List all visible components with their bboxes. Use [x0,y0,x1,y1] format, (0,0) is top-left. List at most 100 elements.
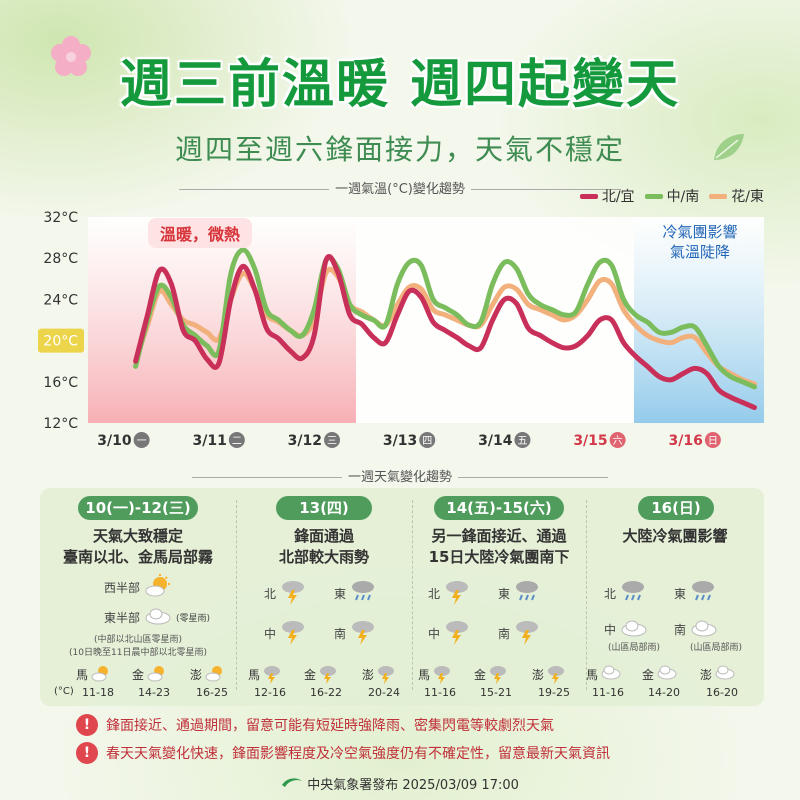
weekly-title: 一週天氣變化趨勢 [0,466,800,485]
period-col-4: 16(日) 大陸冷氣團影響 北 東 中 南 (山區局部雨) (山區局部雨) [586,488,764,706]
island-temp-range: 19-25 [538,686,570,699]
island-temp-range: 15-21 [480,686,512,699]
region-east-2: 東 [334,587,347,601]
flower-icon [51,36,91,76]
page-subtitle: 週四至週六鋒面接力，天氣不穩定 [174,133,625,166]
region-central-3: 中 [428,627,441,641]
island-temp-range: 14-23 [138,686,170,699]
alert-2: ! 春天天氣變化快速，鋒面影響程度及冷空氣強度仍有不確定性，留意最新天氣資訊 [76,742,610,764]
chart-legend: 北/宜 中/南 花/東 [579,186,764,206]
thunder-rain-icon [280,578,306,609]
x-tick-day-badge [228,432,245,448]
cloud-icon [144,606,172,629]
island-name: 金 [642,668,655,682]
series-line-north [133,253,757,411]
cold-annotation-line2: 氣溫陡降 [669,243,730,261]
island-name: 金 [132,668,145,682]
island-name: 澎 [190,668,203,682]
island-name: 馬 [76,668,89,682]
y-tick-label: 20°C [43,334,78,350]
thunder-rain-icon [432,664,452,687]
legend-swatch-east [709,193,728,199]
period-label-3: 14(五)-15(六) [434,496,564,520]
x-tick-day: 三 [327,436,337,447]
period-summary-4: 大陸冷氣團影響 [622,527,728,545]
period-note-1b: (10日晚至11日晨中部以北零星雨) [69,648,207,658]
island-name: 馬 [248,668,261,682]
chart-title: 一週氣溫(°C)變化趨勢 [0,178,800,197]
rain-icon [514,578,540,609]
thunder-rain-icon [444,618,470,649]
region-east-3: 東 [498,587,511,601]
cold-period-shade [634,217,764,423]
x-tick-date: 3/16 [669,433,703,449]
island-name: 金 [474,668,487,682]
island-name: 澎 [700,668,713,682]
exclamation-icon: ! [76,714,98,736]
x-tick-date: 3/12 [288,433,322,449]
thunder-rain-icon [488,664,508,687]
period-col-1: 10(一)-12(三) 天氣大致穩定 臺南以北、金馬局部霧 西半部 東半部 (零… [40,488,236,706]
x-tick-day-badge [704,432,721,448]
thunder-rain-icon [350,618,376,649]
legend-item-east: 花/東 [709,186,764,206]
sun-cloud-icon [146,664,168,685]
region-south-3: 南 [498,627,511,641]
island-name: 馬 [418,668,431,682]
thunder-rain-icon [280,618,306,649]
thunder-rain-icon [262,664,282,687]
region-south-4: 南 [674,623,687,637]
x-tick-day-badge [324,432,341,448]
x-tick-date: 3/14 [478,433,513,449]
legend-label-central: 中/南 [666,189,700,205]
cwa-logo-icon [281,775,303,793]
period-note-4a: (山區局部雨) [607,643,661,653]
warm-annotation: 溫暖，微熱 [148,218,253,248]
x-tick-day: 日 [708,436,718,447]
cold-annotation: 冷氣團影響 氣溫陡降 [648,222,752,262]
legend-swatch-north [579,193,598,199]
island-temp-range: 16-25 [196,686,228,699]
period-col-3: 14(五)-15(六) 另一鋒面接近、通過 15日大陸冷氣團南下 北 東 中 南 [412,488,586,706]
island-temp-range: 20-24 [368,686,400,699]
x-tick-day-badge [133,432,150,448]
period-summary-2: 鋒面通過 北部較大雨勢 [278,527,369,566]
cloud-icon [656,664,678,683]
rain-icon [620,578,646,609]
exclamation-icon: ! [76,742,98,764]
x-tick-date: 3/11 [192,433,226,449]
region-east-4: 東 [674,587,687,601]
temperature-chart: 32°C 28°C 24°C 20°C 16°C 12°C 3/10 一 3/11 二 3/12 三… [38,210,764,449]
x-tick-day: 五 [517,436,527,447]
legend-item-north: 北/宜 [579,186,635,206]
sun-cloud-icon [204,664,226,685]
island-name: 澎 [532,668,545,682]
period-label-2: 13(四) [276,496,372,520]
y-tick-label: 16°C [43,375,78,391]
cold-annotation-line1: 冷氣團影響 [662,223,738,241]
x-tick-day: 一 [137,436,147,447]
thunder-rain-icon [514,618,540,649]
region-central-4: 中 [604,623,617,637]
x-tick-day: 二 [232,436,242,447]
thunder-rain-icon [318,664,338,687]
cloud-icon [690,618,718,641]
region-north-4: 北 [604,587,617,601]
y-tick-highlight [38,328,84,353]
series-line-central [133,247,757,390]
temperature-unit: (°C) [54,686,74,697]
legend-label-north: 北/宜 [601,189,635,205]
island-name: 馬 [586,668,599,682]
island-temp-range: 11-18 [82,686,114,699]
alert-1: ! 鋒面接近、通過期間，留意可能有短延時強降雨、密集閃電等較劇烈天氣 [76,714,554,736]
leaf-icon [714,134,744,160]
x-tick-day-badge [514,432,531,448]
x-tick-day: 四 [422,436,432,447]
x-tick-day: 六 [613,435,623,447]
thunder-rain-icon [444,578,470,609]
sun-cloud-icon [90,664,112,685]
island-temp-range: 16-22 [310,686,342,699]
region-central-2: 中 [264,627,277,641]
weekly-panel: 10(一)-12(三) 天氣大致穩定 臺南以北、金馬局部霧 西半部 東半部 (零… [40,488,764,706]
region-east: 東半部 (零星雨) [104,606,210,629]
